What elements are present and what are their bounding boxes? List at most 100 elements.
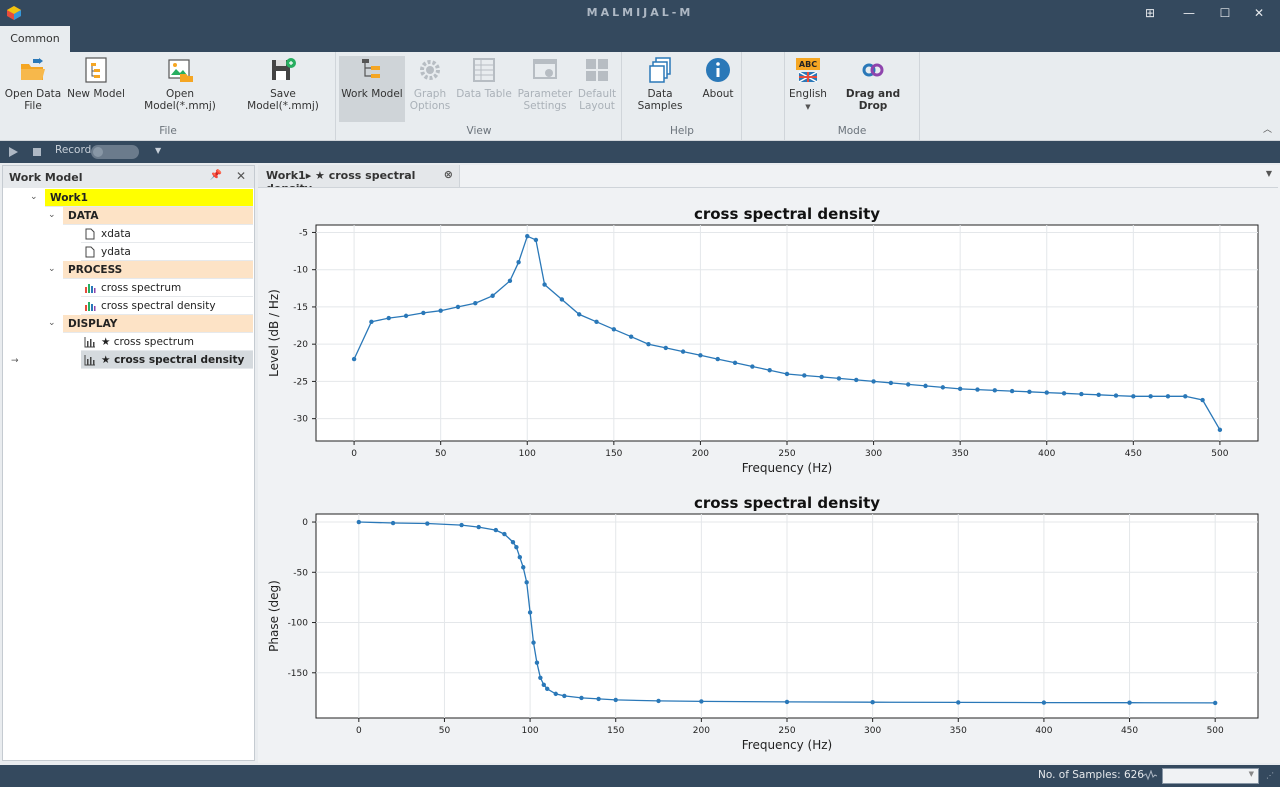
tree-root-label: Work1 (50, 192, 88, 204)
data-point (438, 308, 443, 313)
sample-count: No. of Samples: 626 (1038, 769, 1144, 781)
open-model-label: Open Model(*.mmj) (144, 88, 216, 112)
x-tick-label: 50 (435, 449, 447, 459)
chevron-down-icon: ▼ (805, 103, 811, 111)
maximize-button[interactable]: ☐ (1219, 6, 1231, 20)
y-tick-label: -30 (293, 415, 308, 425)
tab-menu-chevron-icon[interactable]: ▼ (1265, 169, 1272, 178)
data-point (1096, 392, 1101, 398)
ribbon-separator (335, 52, 336, 140)
tree-group-process[interactable]: PROCESS (63, 261, 253, 279)
data-point (1131, 394, 1136, 399)
expand-chevron-icon[interactable]: ⌄ (48, 318, 56, 328)
data-point (767, 368, 772, 373)
new-model-button[interactable]: New Model (66, 56, 126, 122)
ribbon-separator (741, 52, 742, 140)
tree-item[interactable]: ★ cross spectral density (81, 351, 253, 369)
x-tick-label: 150 (605, 449, 622, 459)
data-point (698, 353, 703, 358)
close-button[interactable]: ✕ (1253, 6, 1265, 20)
tree-item[interactable]: xdata (81, 225, 253, 243)
tree-item[interactable]: cross spectral density (81, 297, 253, 315)
data-point (680, 349, 686, 354)
stop-icon[interactable] (32, 147, 42, 157)
x-tick-label: 400 (1035, 726, 1052, 736)
open-data-file-button[interactable]: Open Data File (4, 56, 62, 122)
record-toggle[interactable] (91, 145, 139, 159)
record-options-chevron-icon[interactable]: ▼ (155, 146, 162, 155)
expand-chevron-icon[interactable]: ⌄ (48, 264, 56, 274)
data-point (527, 610, 533, 615)
tree-item-label: ydata (101, 246, 131, 258)
data-point (369, 319, 374, 325)
expand-chevron-icon[interactable]: ⌄ (48, 210, 56, 220)
data-point (906, 382, 911, 387)
tree-group-data[interactable]: DATA (63, 207, 253, 225)
parameter-settings-button[interactable]: Parameter Settings (517, 56, 573, 122)
about-button[interactable]: About (700, 56, 736, 122)
file-group-label: File (159, 125, 177, 137)
data-point (421, 310, 426, 316)
expand-chevron-icon[interactable]: ⌄ (30, 192, 38, 202)
x-tick-label: 0 (351, 449, 357, 459)
data-table-label: Data Table (456, 88, 512, 100)
data-point (493, 527, 499, 533)
ribbon-separator (621, 52, 622, 140)
default-layout-button[interactable]: Default Layout (577, 56, 617, 122)
tree-group-display[interactable]: DISPLAY (63, 315, 253, 333)
file-icon (84, 246, 96, 258)
x-tick-label: 150 (607, 726, 624, 736)
data-point (784, 699, 790, 705)
close-icon[interactable]: ✕ (235, 169, 246, 183)
tree-item[interactable]: ydata (81, 243, 253, 261)
collapse-ribbon-icon[interactable]: ︿ (1262, 125, 1272, 135)
work-model-button[interactable]: Work Model (339, 56, 405, 122)
status-selector-dropdown[interactable]: ▼ (1162, 768, 1259, 784)
language-dropdown[interactable]: ABC English ▼ (786, 56, 830, 122)
y-axis-label: Phase (deg) (267, 580, 281, 652)
data-point (403, 313, 409, 319)
tree-group-display-label: DISPLAY (68, 318, 118, 330)
data-point (521, 565, 526, 570)
data-point (541, 682, 546, 688)
minimize-button[interactable]: — (1183, 6, 1195, 20)
tree-item[interactable]: cross spectrum (81, 279, 253, 297)
work-model-icon (362, 59, 380, 78)
y-tick-label: -5 (299, 228, 308, 238)
y-axis-label: Level (dB / Hz) (267, 289, 281, 377)
open-model-button[interactable]: Open Model(*.mmj) (131, 56, 229, 122)
data-table-button[interactable]: Data Table (455, 56, 513, 122)
drag-and-drop-button[interactable]: Drag and Drop (832, 56, 914, 122)
data-point (750, 364, 755, 369)
current-row-arrow-icon: → (11, 356, 19, 366)
data-point (542, 282, 547, 287)
data-point (356, 519, 362, 525)
y-tick-label: -10 (293, 266, 308, 276)
data-point (545, 686, 550, 692)
chart-title: cross spectral density (694, 494, 880, 512)
ribbon-separator (784, 52, 785, 140)
data-point (656, 698, 661, 704)
data-point (732, 360, 738, 365)
layout-window-button[interactable]: ⊞ (1144, 6, 1156, 20)
document-tab[interactable]: Work1▸ ★ cross spectral density ⊗ (258, 165, 460, 195)
tree-item-label: cross spectral density (101, 300, 216, 312)
resize-grip-icon[interactable]: ⋰ (1266, 771, 1274, 780)
help-group-label: Help (670, 125, 694, 137)
data-samples-button[interactable]: Data Samples (626, 56, 694, 122)
pin-icon[interactable]: 📌 (209, 170, 222, 181)
close-tab-icon[interactable]: ⊗ (443, 168, 453, 181)
tree-item-label: cross spectrum (101, 282, 182, 294)
x-tick-label: 100 (521, 726, 538, 736)
tree-root[interactable]: Work1 (45, 189, 253, 207)
record-toggle-knob (93, 147, 103, 157)
play-icon[interactable] (8, 146, 19, 158)
record-toolbar: Record ▼ (0, 141, 1280, 163)
app-logo-icon (7, 6, 21, 20)
x-tick-label: 250 (778, 726, 795, 736)
data-point (956, 700, 961, 705)
tree-item[interactable]: ★ cross spectrum (81, 333, 253, 351)
graph-options-button[interactable]: Graph Options (409, 56, 451, 122)
save-model-button[interactable]: Save Model(*.mmj) (236, 56, 330, 122)
tab-common[interactable]: Common (0, 26, 70, 52)
